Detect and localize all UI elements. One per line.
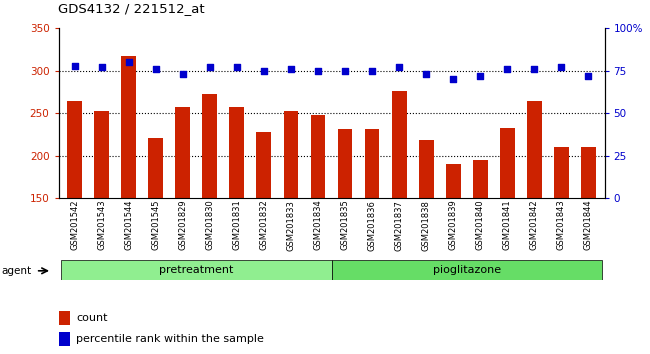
- Point: [394, 64, 404, 70]
- Bar: [446, 164, 461, 198]
- Point: [70, 63, 80, 69]
- Point: [259, 68, 269, 74]
- Bar: [500, 128, 515, 198]
- Bar: [58, 332, 70, 346]
- Text: pretreatment: pretreatment: [159, 265, 233, 275]
- Bar: [526, 101, 541, 198]
- Point: [205, 64, 215, 70]
- Point: [367, 68, 377, 74]
- Bar: [94, 111, 109, 198]
- Bar: [554, 147, 569, 198]
- Bar: [283, 111, 298, 198]
- Point: [313, 68, 323, 74]
- Point: [231, 64, 242, 70]
- Bar: [419, 141, 434, 198]
- Bar: [257, 132, 271, 198]
- Point: [286, 66, 296, 72]
- Point: [475, 73, 486, 79]
- Bar: [58, 312, 70, 325]
- Bar: [61, 260, 332, 280]
- Point: [177, 72, 188, 77]
- Bar: [311, 115, 326, 198]
- Point: [448, 76, 458, 82]
- Point: [502, 66, 512, 72]
- Text: GDS4132 / 221512_at: GDS4132 / 221512_at: [58, 2, 205, 15]
- Point: [340, 68, 350, 74]
- Point: [151, 66, 161, 72]
- Bar: [365, 129, 380, 198]
- Text: pioglitazone: pioglitazone: [433, 265, 500, 275]
- Point: [124, 59, 134, 65]
- Bar: [148, 138, 163, 198]
- Bar: [581, 147, 595, 198]
- Bar: [122, 56, 136, 198]
- Bar: [332, 260, 602, 280]
- Bar: [337, 130, 352, 198]
- Bar: [473, 160, 488, 198]
- Text: count: count: [76, 313, 107, 323]
- Bar: [202, 94, 217, 198]
- Bar: [229, 107, 244, 198]
- Point: [583, 73, 593, 79]
- Text: agent: agent: [1, 266, 31, 276]
- Bar: [176, 107, 190, 198]
- Bar: [68, 101, 82, 198]
- Text: percentile rank within the sample: percentile rank within the sample: [76, 334, 264, 344]
- Point: [421, 72, 432, 77]
- Bar: [392, 91, 406, 198]
- Point: [529, 66, 539, 72]
- Point: [556, 64, 566, 70]
- Point: [97, 64, 107, 70]
